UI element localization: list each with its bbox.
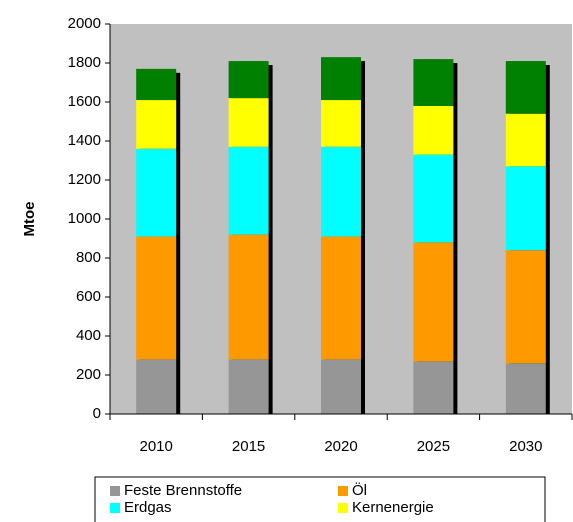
legend-label: Kernenergie [352,499,434,516]
y-tick-label: 1000 [68,210,101,227]
bar-segment [136,100,177,149]
bar-segment [413,361,454,414]
legend-swatch [110,486,120,496]
bar-segment [413,59,454,106]
bar-segment [505,61,546,114]
bar-segment [228,359,269,414]
legend-swatch [338,503,348,513]
legend-swatch [110,503,120,513]
bar-segment [413,242,454,362]
bar-segment [321,146,361,237]
x-tick-label: 2015 [232,438,265,455]
y-tick-label: 600 [76,288,101,305]
legend-label: Feste Brennstoffe [124,482,242,499]
y-tick-label: 200 [76,366,101,383]
legend-label: Öl [352,481,367,499]
x-tick-label: 2020 [324,438,357,455]
legend-swatch [338,486,348,496]
bar-segment [321,100,361,147]
legend-box [94,476,546,522]
bar-segment [413,105,454,155]
bar-segment [228,146,269,235]
y-tick-label: 800 [76,249,101,266]
y-tick-label: 1600 [68,93,101,110]
x-tick-label: 2025 [417,438,450,455]
y-tick-label: 1800 [68,54,101,71]
y-tick-label: 1200 [68,171,101,188]
bar-segment [136,359,177,414]
bar-segment [413,154,454,243]
bar-segment [228,61,269,99]
x-tick-label: 2010 [140,438,173,455]
bar-segment [505,113,546,167]
bar-segment [505,166,546,251]
y-axis-label: Mtoe [21,202,38,237]
bar-segment [321,359,361,414]
x-tick-label: 2030 [509,438,542,455]
bar-segment [228,98,269,147]
y-tick-label: 400 [76,327,101,344]
bar-segment [136,68,177,101]
bar-segment [321,236,361,360]
y-tick-label: 2000 [68,15,101,32]
bar-segment [136,148,177,237]
bar-segment [228,234,269,360]
bar-segment [505,363,546,414]
bar-segment [136,236,177,360]
bar-segment [321,57,361,101]
bar-segment [505,250,546,364]
legend-label: Erdgas [124,499,172,516]
y-tick-label: 1400 [68,132,101,149]
y-tick-label: 0 [93,405,101,422]
